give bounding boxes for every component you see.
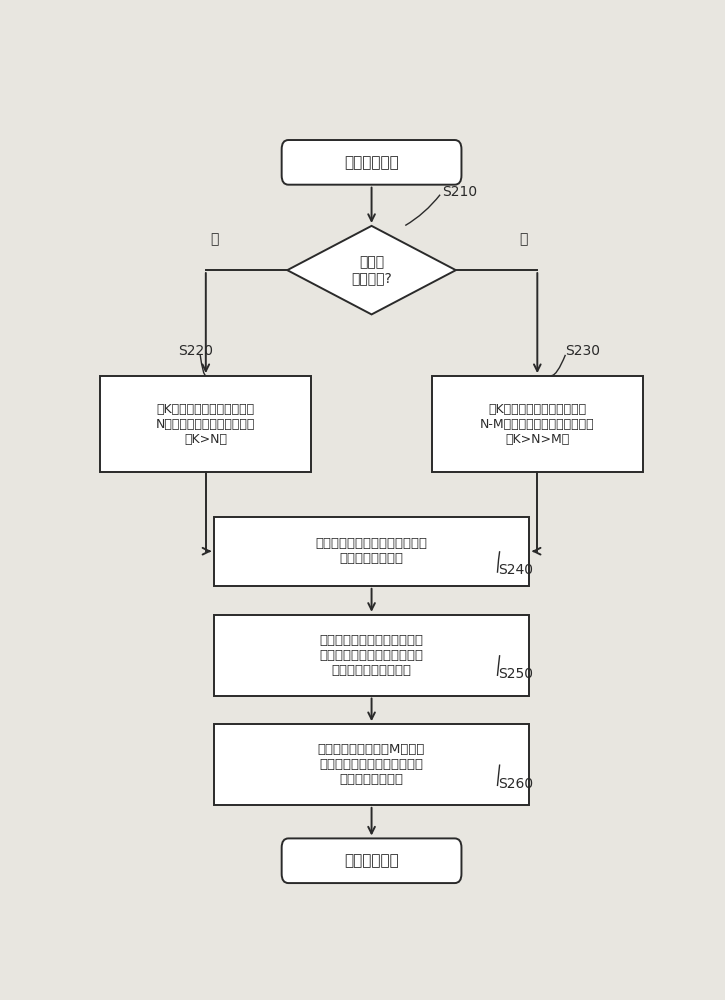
Bar [214,615,529,696]
Text: 從K個候選實體塊中任意選擇
N-M個候選實體塊加入排序集合
（K>N>M）: 從K個候選實體塊中任意選擇 N-M個候選實體塊加入排序集合 （K>N>M） [480,403,594,446]
Text: S220: S220 [178,344,212,358]
Text: S230: S230 [566,344,600,358]
FancyBboxPatch shape [281,140,461,185]
FancyBboxPatch shape [281,838,461,883]
Text: 保留該排序集合中的M個候選
實體塊，且將其餘候選實體塊
從該排序集合舍弃: 保留該排序集合中的M個候選 實體塊，且將其餘候選實體塊 從該排序集合舍弃 [318,743,426,786]
Text: 是: 是 [210,232,218,246]
Polygon shape [287,226,456,314]
Text: S240: S240 [498,563,533,577]
Text: 從該排序集體中取走具有最大
（或最小）元數據的一個候選
實體塊作為目標實體塊: 從該排序集體中取走具有最大 （或最小）元數據的一個候選 實體塊作為目標實體塊 [320,634,423,677]
Bar [101,376,311,472]
Text: 依照元數據來排序該排序集合中
的所有候選實體塊: 依照元數據來排序該排序集合中 的所有候選實體塊 [315,537,428,565]
Text: S250: S250 [498,667,533,681]
Text: 是否為
首次迭代?: 是否為 首次迭代? [351,255,392,285]
Text: S210: S210 [442,185,477,199]
Text: 開始一次迭代: 開始一次迭代 [344,155,399,170]
Text: 否: 否 [519,232,528,246]
Bar [214,724,529,805]
Bar [432,376,642,472]
Bar [214,517,529,586]
Text: 從K個候選實體塊中任意選擇
N個候選實體塊作為排序集合
（K>N）: 從K個候選實體塊中任意選擇 N個候選實體塊作為排序集合 （K>N） [156,403,255,446]
Text: 結束一次迭代: 結束一次迭代 [344,853,399,868]
Text: S260: S260 [498,777,533,791]
